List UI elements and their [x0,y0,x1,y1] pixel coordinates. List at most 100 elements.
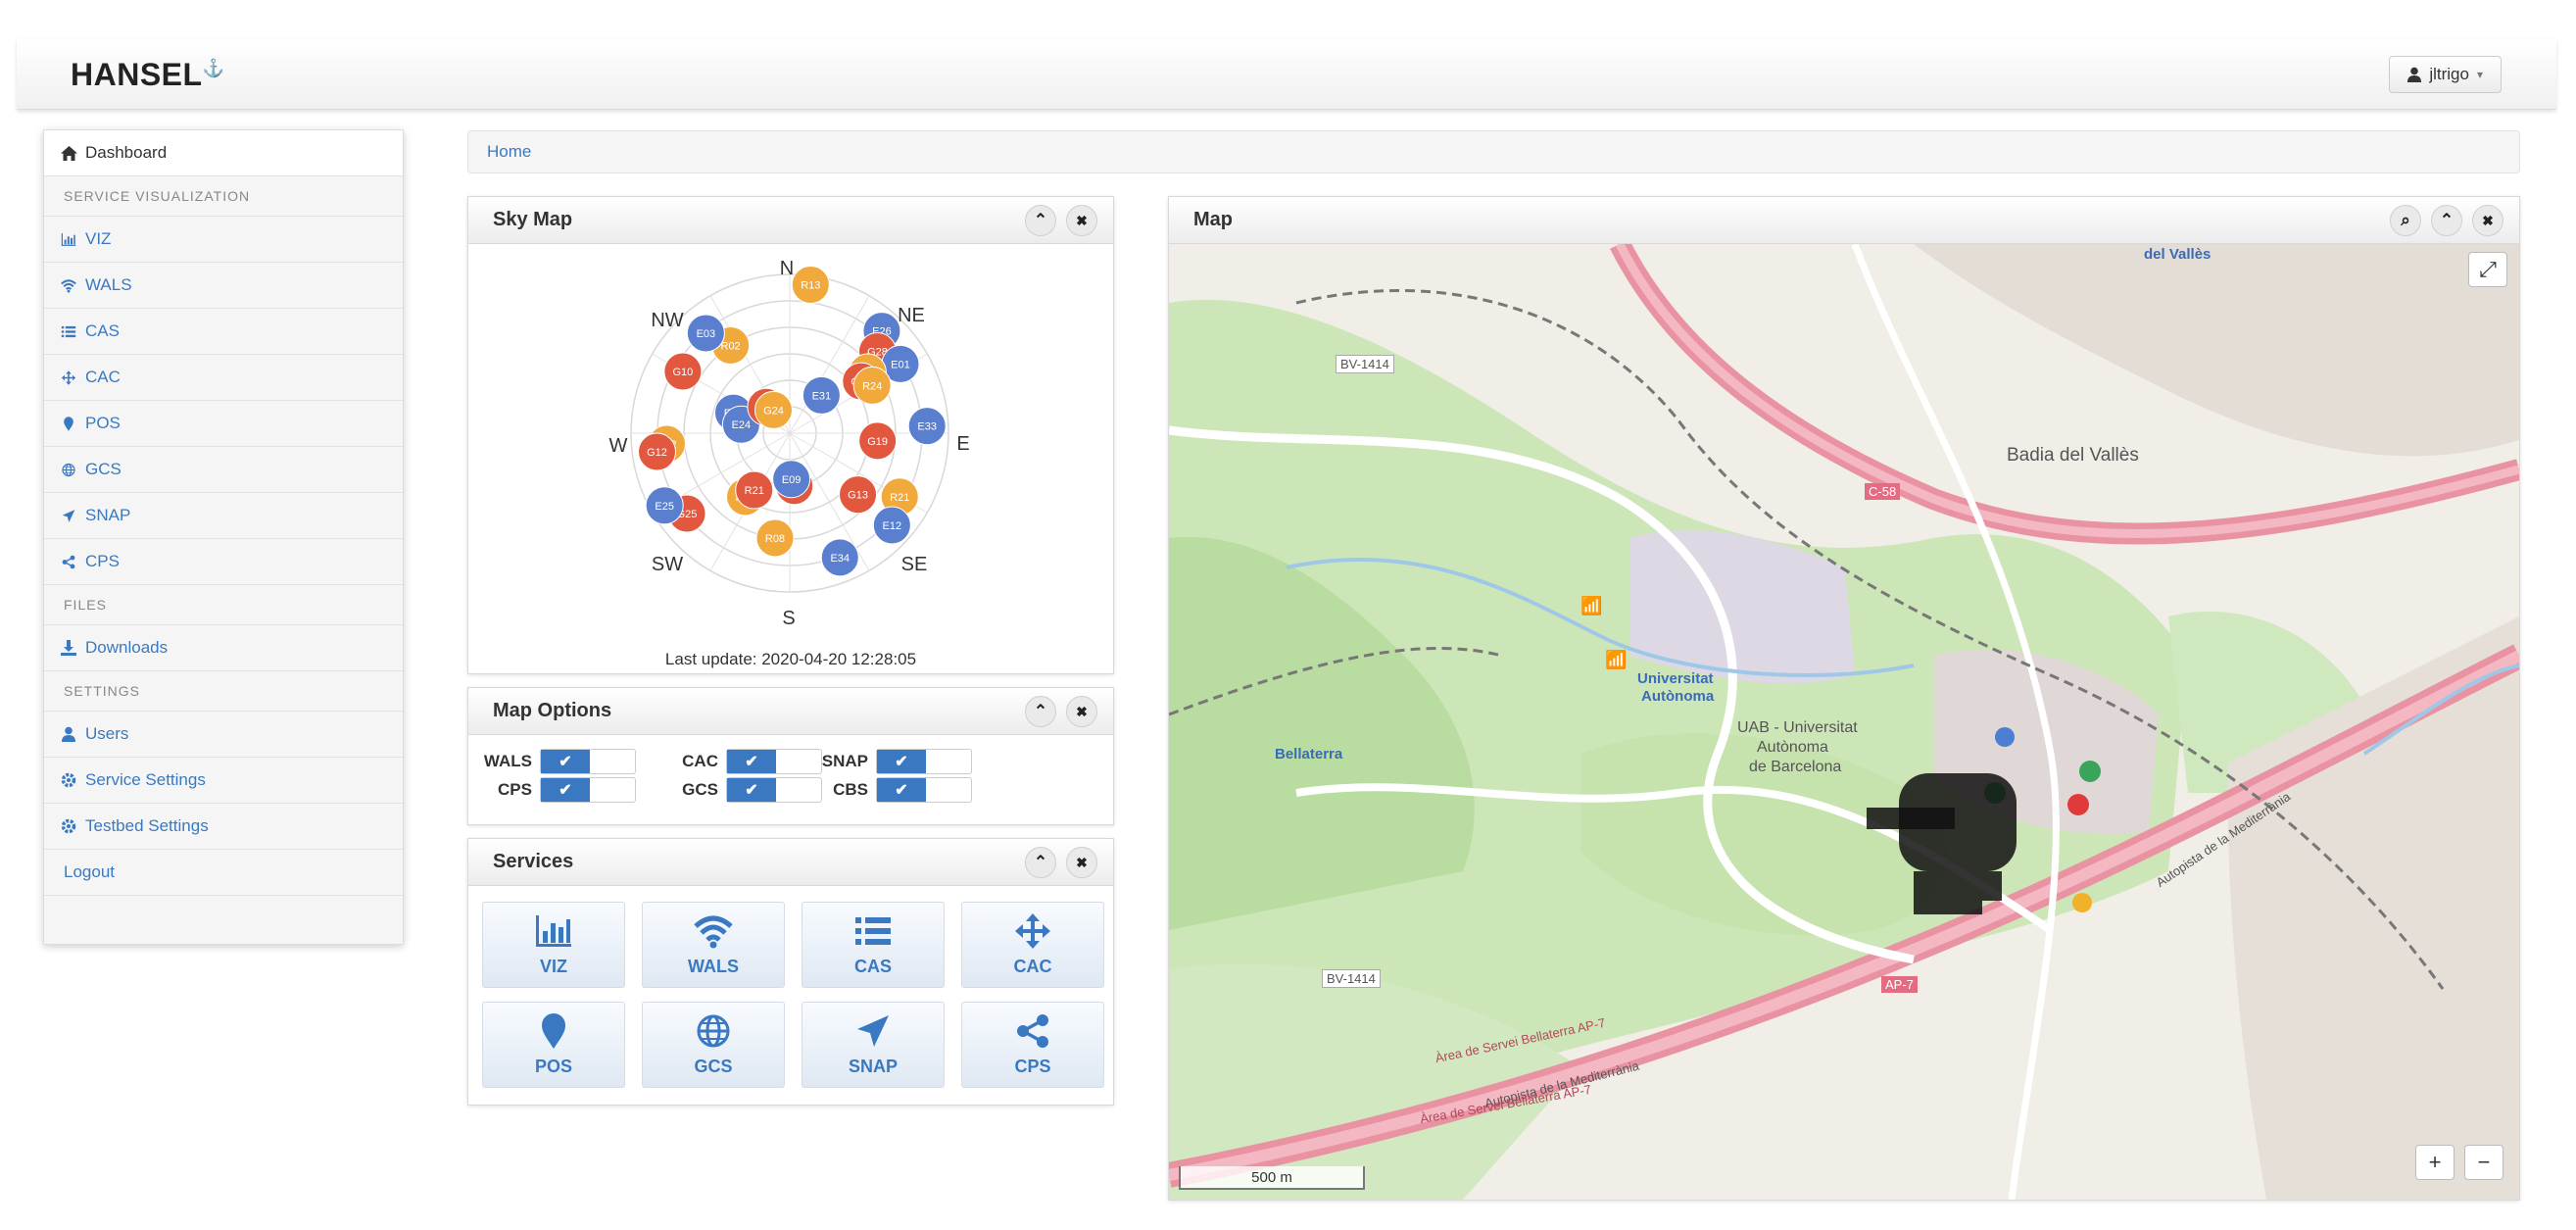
map-option-toggle[interactable]: ✔ [726,749,822,774]
map-option-toggle[interactable]: ✔ [876,777,972,803]
user-menu-button[interactable]: jltrigo ▾ [2389,56,2502,93]
service-tile-cps[interactable]: CPS [961,1002,1104,1088]
satellite-marker: R21 [880,477,919,517]
sidebar-item-label: Service Settings [85,770,206,789]
satellite-marker: G24 [753,390,793,429]
satellite-label: E33 [917,421,937,433]
sidebar-item-dashboard[interactable]: Dashboard [44,130,403,176]
map-option-toggle[interactable]: ✔ [876,749,972,774]
close-button[interactable]: ✖ [1066,847,1097,878]
service-tile-snap[interactable]: SNAP [802,1002,945,1088]
service-tile-label: CAC [1013,956,1052,976]
close-button[interactable]: ✖ [1066,696,1097,727]
map-options-panel: Map Options ⌃ ✖ WALS ✔ CAC ✔ SNAP ✔ CPS ✔ GCS ✔ CB… [467,687,1114,825]
sidebar-item-gcs[interactable]: GCS [44,447,403,493]
satellite-label: E12 [883,520,902,532]
download-icon [60,640,77,656]
chevron-up-icon: ⌃ [1033,211,1048,229]
service-tile-label: CAS [853,956,892,976]
wifi-icon [694,913,733,949]
sidebar-section-header: SERVICE VISUALIZATION [44,176,403,217]
sidebar-item-downloads[interactable]: Downloads [44,625,403,671]
caret-down-icon: ▾ [2476,68,2483,81]
sidebar-item-wals[interactable]: WALS [44,263,403,309]
breadcrumb-home-link[interactable]: Home [487,142,532,161]
map-option-label: WALS [483,752,532,770]
sidebar-item-snap[interactable]: SNAP [44,493,403,539]
satellite-label: R13 [801,279,820,291]
map-option-label: CAC [682,752,718,770]
satellite-dot [802,375,841,415]
skymap-panel: Sky Map ⌃ ✖ N NE E SE S SW W NW R13 E26 G2… [467,196,1114,674]
satellite-label: G19 [867,436,888,448]
skymap-spoke [789,295,870,434]
sidebar-item-label: CAC [85,368,121,386]
sidebar-section-header: SETTINGS [44,671,403,712]
map-option-toggle[interactable]: ✔ [726,777,822,803]
sidebar-item-testbed-settings[interactable]: Testbed Settings [44,804,403,850]
map-option-cbs: CBS ✔ [814,777,972,803]
sidebar-item-label: CPS [85,552,120,570]
sidebar-item-service-settings[interactable]: Service Settings [44,758,403,804]
sidebar-item-label: Dashboard [85,143,168,162]
svg-text:📶: 📶 [1605,649,1627,669]
satellite-marker: G10 [663,352,703,391]
sidebar-item-users[interactable]: Users [44,712,403,758]
map-option-toggle[interactable]: ✔ [540,777,636,803]
collapse-button[interactable]: ⌃ [1025,847,1056,878]
user-icon [2407,67,2422,82]
sidebar-item-logout[interactable]: Logout [44,850,403,896]
panel-header: Map ⌕ ⌃ ✖ [1169,197,2519,244]
share-icon [1013,1013,1052,1049]
map-option-gcs: GCS ✔ [664,777,822,803]
close-button[interactable]: ✖ [1066,205,1097,236]
sidebar-item-label: SNAP [85,506,131,524]
map-option-toggle[interactable]: ✔ [540,749,636,774]
move-icon [60,369,77,385]
service-tile-pos[interactable]: POS [482,1002,625,1088]
sidebar-item-cac[interactable]: CAC [44,355,403,401]
zoom-button[interactable]: ⌕ [2390,205,2421,236]
fullscreen-button[interactable]: ⤢ [2468,252,2507,287]
send-icon [853,1013,893,1049]
map-option-label: GCS [682,780,718,799]
service-tile-viz[interactable]: VIZ [482,902,625,988]
collapse-button[interactable]: ⌃ [2431,205,2462,236]
service-tile-wals[interactable]: WALS [642,902,785,988]
satellite-dot [735,470,774,510]
sidebar-item-viz[interactable]: VIZ [44,217,403,263]
map-place-label: Bellaterra [1275,746,1343,763]
sidebar-item-cps[interactable]: CPS [44,539,403,585]
service-tile-cas[interactable]: CAS [802,902,945,988]
satellite-label: E34 [830,553,850,565]
service-tile-cac[interactable]: CAC [961,902,1104,988]
service-tile-gcs[interactable]: GCS [642,1002,785,1088]
map-place-label: del Vallès [2144,246,2211,263]
panel-title: Sky Map [493,209,573,230]
zoom-out-button[interactable]: − [2464,1145,2503,1180]
collapse-button[interactable]: ⌃ [1025,696,1056,727]
brand-logo[interactable]: HANSEL⚓ [71,57,224,93]
map-canvas[interactable]: 📶 📶 Badia del Vallès UAB - Universitat A… [1169,244,2519,1200]
map-option-wals: WALS ✔ [478,749,636,774]
direction-nw: NW [651,310,683,331]
zoom-in-button[interactable]: + [2415,1145,2454,1180]
map-scale-bar: 500 m [1179,1166,1365,1190]
home-icon [60,145,77,161]
last-update-text: Last update: 2020-04-20 12:28:05 [664,650,917,668]
bar-chart-icon [534,913,573,949]
sidebar-section-header: FILES [44,585,403,625]
satellite-label: E09 [782,474,802,486]
sidebar-item-label: Logout [64,862,115,881]
satellite-marker: E34 [820,538,859,577]
satellite-marker: R13 [791,265,830,304]
satellite-marker: G13 [839,475,878,515]
zoom-icon: ⌕ [2401,211,2410,229]
satellite-label: E03 [697,328,716,340]
user-name: jltrigo [2429,65,2469,83]
close-button[interactable]: ✖ [2472,205,2503,236]
collapse-button[interactable]: ⌃ [1025,205,1056,236]
sidebar-item-cas[interactable]: CAS [44,309,403,355]
sidebar-item-pos[interactable]: POS [44,401,403,447]
